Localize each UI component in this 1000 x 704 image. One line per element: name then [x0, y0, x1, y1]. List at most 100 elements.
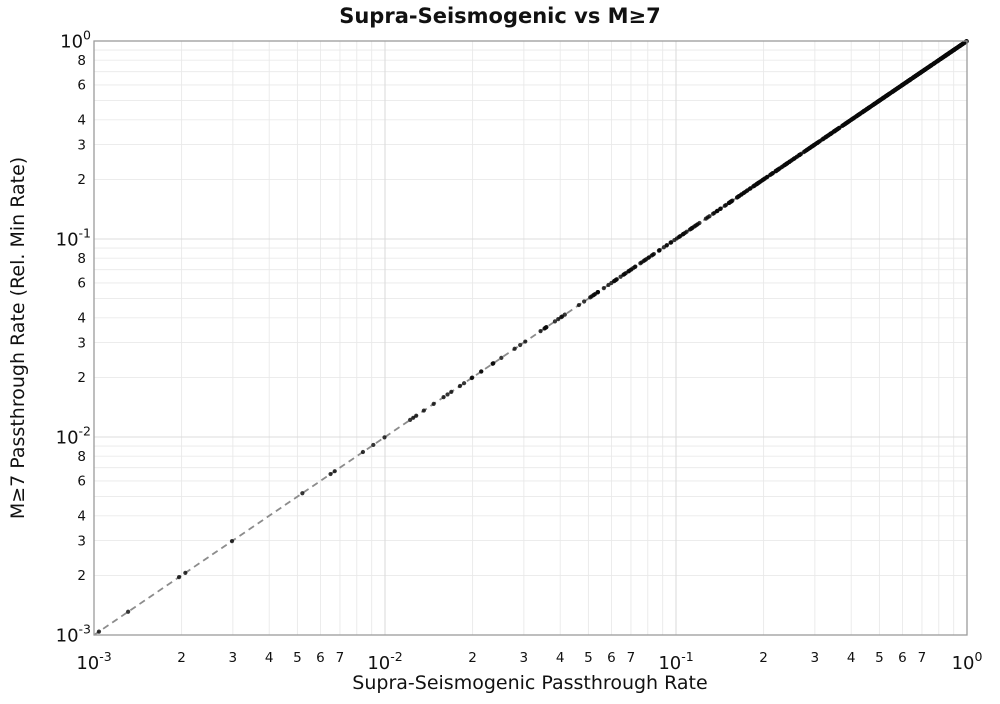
- major-tick-label: 10-3: [76, 649, 111, 674]
- minor-tick-label: 3: [229, 650, 238, 666]
- data-point: [755, 181, 760, 186]
- minor-tick-label: 6: [607, 650, 616, 666]
- minor-tick-label: 3: [811, 650, 820, 666]
- data-point: [893, 87, 898, 92]
- data-point: [421, 408, 426, 413]
- data-point: [229, 539, 235, 544]
- data-point: [668, 240, 673, 245]
- major-tick-label: 100: [952, 649, 983, 674]
- data-point: [824, 134, 829, 139]
- data-point: [847, 118, 852, 123]
- data-point: [787, 159, 792, 164]
- data-point: [518, 342, 523, 348]
- data-point: [815, 140, 820, 146]
- data-point: [408, 417, 413, 423]
- minor-tick-label: 7: [336, 650, 345, 666]
- minor-tick-label: 2: [177, 650, 186, 666]
- plot-border: [93, 40, 968, 636]
- data-point: [843, 121, 848, 126]
- data-point: [861, 109, 866, 114]
- data-point: [741, 190, 747, 195]
- data-point: [867, 105, 872, 110]
- minor-tick-label: 7: [918, 650, 927, 666]
- data-point: [922, 68, 927, 73]
- data-point: [126, 609, 131, 614]
- minor-tick-label: 5: [875, 650, 884, 666]
- major-tick-label: 10-1: [658, 649, 693, 674]
- data-point: [328, 471, 333, 477]
- data-point: [639, 260, 644, 265]
- data-point: [183, 570, 188, 575]
- data-point: [462, 381, 467, 386]
- data-point: [681, 231, 686, 237]
- data-point: [736, 194, 741, 199]
- data-point: [556, 317, 561, 322]
- data-point: [499, 355, 504, 360]
- x-axis-label: Supra-Seismogenic Passthrough Rate: [352, 672, 707, 694]
- data-point: [593, 291, 598, 297]
- data-point: [689, 226, 694, 231]
- data-point: [601, 285, 606, 291]
- data-point: [803, 148, 808, 154]
- data-point: [360, 449, 366, 455]
- data-point: [938, 56, 943, 62]
- data-point: [807, 145, 813, 150]
- minor-tick-label: 2: [77, 172, 86, 188]
- data-point: [832, 129, 837, 134]
- minor-tick-label: 4: [77, 311, 86, 327]
- data-point: [332, 469, 337, 474]
- data-point: [774, 168, 779, 173]
- minor-tick-label: 8: [77, 449, 86, 465]
- data-point: [649, 253, 654, 258]
- data-point: [718, 206, 723, 212]
- minor-tick-label: 2: [77, 370, 86, 386]
- data-point: [906, 78, 911, 83]
- minor-tick-label: 4: [556, 650, 565, 666]
- data-point: [441, 395, 446, 400]
- minor-tick-label: 7: [627, 650, 636, 666]
- data-point: [945, 52, 950, 57]
- data-point: [300, 491, 305, 496]
- data-point: [791, 156, 796, 162]
- data-point: [765, 174, 770, 179]
- grid-major: [94, 41, 967, 635]
- data-point: [614, 277, 619, 282]
- minor-tick-label: 2: [759, 650, 768, 666]
- data-point: [490, 361, 495, 366]
- minor-tick-label: 4: [77, 509, 86, 525]
- data-point: [676, 234, 682, 240]
- data-point: [918, 70, 923, 75]
- minor-tick-label: 4: [77, 113, 86, 129]
- data-point: [694, 222, 699, 228]
- data-point: [777, 166, 782, 171]
- minor-tick-label: 6: [316, 650, 325, 666]
- data-point: [684, 229, 689, 234]
- data-point: [623, 271, 628, 276]
- data-point: [371, 442, 376, 448]
- minor-tick-label: 3: [520, 650, 529, 666]
- data-point: [589, 294, 594, 299]
- data-point: [932, 61, 937, 66]
- data-point: [875, 99, 880, 105]
- minor-tick-label: 8: [77, 251, 86, 267]
- data-point: [957, 44, 962, 49]
- minor-tick-label: 3: [77, 137, 86, 153]
- data-point: [837, 125, 842, 130]
- major-tick-label: 10-2: [367, 649, 402, 674]
- data-point: [890, 89, 895, 95]
- data-point: [479, 369, 484, 374]
- minor-tick-label: 2: [77, 568, 86, 584]
- minor-tick-label: 6: [77, 78, 86, 94]
- data-point: [538, 329, 543, 334]
- minor-tick-label: 3: [77, 533, 86, 549]
- minor-tick-label: 6: [77, 276, 86, 292]
- data-point: [445, 392, 450, 397]
- data-point: [469, 375, 474, 381]
- minor-tick-label: 5: [584, 650, 593, 666]
- data-point: [96, 629, 102, 634]
- data-point: [618, 274, 623, 279]
- data-point: [411, 415, 416, 420]
